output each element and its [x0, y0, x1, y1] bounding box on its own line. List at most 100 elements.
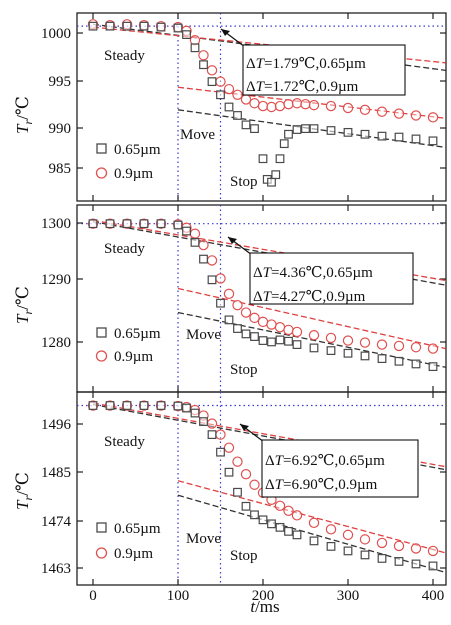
data-point-065 — [428, 136, 438, 146]
data-point-09 — [223, 288, 235, 300]
data-point-065 — [428, 362, 438, 372]
data-point-065 — [207, 77, 217, 87]
data-point-065 — [88, 401, 98, 410]
annotation-line: ΔT=4.36℃,0.65µm — [253, 265, 373, 281]
data-point-065 — [377, 354, 387, 364]
legend-label: 0.9µm — [114, 349, 153, 365]
data-point-065 — [224, 102, 234, 112]
y-tick-label: 1485 — [41, 465, 71, 481]
annotation-box — [261, 439, 419, 498]
data-point-065 — [122, 219, 132, 229]
data-point-065 — [233, 111, 242, 120]
data-point-065 — [139, 219, 149, 229]
data-point-065 — [207, 430, 217, 440]
data-point-065 — [173, 23, 183, 33]
data-point-065 — [250, 510, 259, 520]
data-point-09 — [291, 510, 303, 521]
data-point-09 — [198, 50, 209, 61]
data-point-065 — [377, 131, 387, 141]
legend-label: 0.65µm — [114, 326, 161, 342]
data-point-065 — [105, 21, 115, 31]
legend-marker-065 — [96, 143, 107, 154]
data-point-065 — [284, 336, 293, 346]
data-point-065 — [156, 22, 166, 32]
x-tick-label: 200 — [252, 588, 275, 604]
data-point-065 — [182, 226, 191, 236]
data-point-09 — [283, 98, 294, 110]
y-tick-label: 985 — [49, 161, 72, 177]
legend-marker-065 — [96, 522, 107, 533]
data-point-09 — [410, 110, 422, 121]
data-point-065 — [139, 401, 149, 410]
data-point-09 — [240, 307, 252, 318]
data-point-09 — [215, 429, 226, 440]
annotation-arrowhead — [221, 29, 230, 36]
y-tick-label: 1280 — [41, 335, 71, 351]
data-point-09 — [410, 543, 422, 554]
annotation-line: ΔT=1.79℃,0.65µm — [246, 56, 366, 72]
data-point-065 — [258, 154, 268, 164]
y-tick-label: 1463 — [41, 561, 71, 577]
data-point-065 — [173, 220, 183, 230]
data-point-065 — [301, 124, 310, 134]
data-point-065 — [190, 43, 200, 53]
data-point-065 — [360, 129, 370, 139]
data-point-09 — [308, 99, 320, 111]
data-point-09 — [257, 316, 269, 328]
data-point-09 — [274, 500, 286, 511]
panel-3: 1496 1485 1474 1463 Tr/℃ ΔT=6.92℃,0.65µm ΔT=6.… — [13, 391, 447, 586]
data-point-09 — [410, 342, 422, 353]
data-point-065 — [258, 515, 268, 525]
y-tick-label: 1300 — [41, 216, 71, 232]
trend-line-red — [92, 26, 446, 64]
data-point-065 — [105, 219, 115, 229]
data-point-09 — [223, 83, 235, 95]
data-point-065 — [224, 315, 234, 325]
data-point-065 — [275, 522, 285, 532]
y-tick-label: 1290 — [41, 272, 71, 288]
data-point-09 — [376, 537, 388, 549]
y-tick-label: 990 — [49, 121, 72, 137]
data-point-065 — [309, 124, 319, 134]
data-point-065 — [275, 335, 285, 345]
steady-label: Steady — [104, 434, 145, 450]
y-tick-label: 1474 — [41, 514, 72, 530]
legend-label: 0.9µm — [114, 546, 153, 562]
annotation-line: ΔT=6.90℃,0.9µm — [265, 477, 378, 493]
data-point-065 — [343, 348, 353, 358]
data-point-065 — [199, 254, 208, 264]
data-point-065 — [182, 403, 191, 413]
annotation-arrowhead — [228, 237, 237, 244]
data-point-09 — [189, 228, 201, 239]
data-point-065 — [88, 21, 98, 31]
data-point-065 — [190, 408, 200, 418]
data-point-065 — [326, 541, 336, 551]
x-tick-label: 100 — [167, 588, 190, 604]
data-point-065 — [284, 526, 293, 536]
legend-marker-09 — [95, 350, 108, 362]
move-label: Move — [180, 127, 215, 143]
data-point-065 — [199, 60, 208, 70]
annotation-box — [249, 252, 414, 305]
data-point-09 — [427, 343, 439, 354]
data-point-065 — [233, 324, 242, 333]
data-point-09 — [249, 98, 260, 109]
data-point-09 — [206, 418, 218, 429]
data-point-09 — [266, 319, 277, 330]
data-point-09 — [232, 89, 243, 100]
data-point-09 — [376, 106, 388, 117]
data-point-09 — [308, 517, 320, 529]
data-point-065 — [309, 343, 319, 353]
data-point-09 — [342, 335, 354, 346]
data-point-065 — [122, 401, 132, 410]
data-point-09 — [232, 456, 243, 467]
data-point-065 — [190, 238, 200, 247]
y-axis-label: Tr/℃ — [13, 96, 35, 134]
data-point-09 — [274, 100, 286, 112]
data-point-065 — [233, 487, 242, 497]
data-point-09 — [427, 112, 439, 123]
data-point-09 — [291, 98, 303, 109]
data-point-065 — [207, 275, 217, 285]
